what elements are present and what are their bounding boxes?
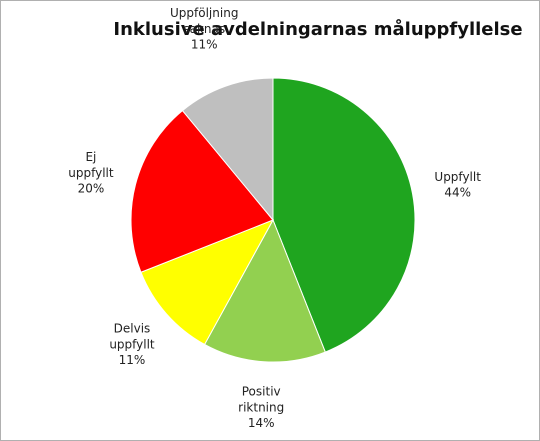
slice-label: Positiv riktning bbox=[238, 384, 284, 414]
slice-label: Ej uppfyllt bbox=[68, 150, 114, 180]
pie-slice bbox=[130, 109, 274, 273]
slice-label-line: Ej bbox=[85, 150, 96, 164]
slice-value-label: 14% bbox=[248, 416, 275, 430]
slice-label: Uppfyllt bbox=[434, 169, 481, 183]
slice-value-label: 44% bbox=[444, 185, 471, 199]
pie-slice bbox=[181, 77, 274, 222]
slice-label: Uppföljning saknas bbox=[170, 6, 238, 36]
pie-slice bbox=[203, 218, 326, 363]
slice-label-line: riktning bbox=[238, 400, 284, 414]
slice-label-line: Uppföljning bbox=[170, 6, 238, 20]
slice-label: Delvis uppfyllt bbox=[109, 321, 155, 351]
chart-title: Inklusive avdelningarnas måluppfyllelse bbox=[113, 18, 522, 40]
slice-value-label: 11% bbox=[119, 353, 146, 367]
slice-label-line: Uppfyllt bbox=[434, 169, 481, 183]
slice-label-line: Delvis bbox=[114, 321, 151, 335]
pie-slice bbox=[272, 77, 416, 353]
slice-label-line: uppfyllt bbox=[109, 337, 155, 351]
slice-label-line: Positiv bbox=[242, 384, 281, 398]
slice-label-line: uppfyllt bbox=[68, 166, 114, 180]
slice-value-label: 20% bbox=[78, 182, 105, 196]
slice-value-label: 11% bbox=[191, 38, 218, 52]
slice-label-line: saknas bbox=[183, 22, 225, 36]
pie-slice bbox=[140, 219, 275, 346]
